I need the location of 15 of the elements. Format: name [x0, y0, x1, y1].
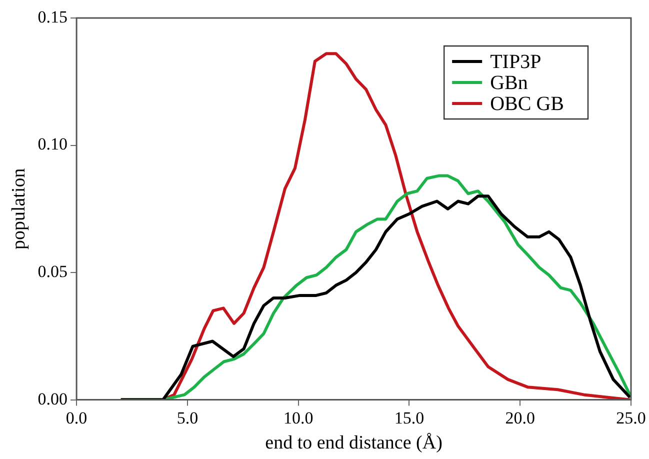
x-tick-label: 10.0: [283, 408, 314, 428]
y-tick-label: 0.15: [38, 7, 68, 26]
legend-label: GBn: [490, 72, 528, 94]
x-tick-label: 5.0: [176, 408, 198, 428]
x-tick-label: 15.0: [394, 408, 424, 428]
legend-label: TIP3P: [490, 50, 542, 73]
x-tick-label: 0.0: [66, 408, 88, 428]
y-axis-title: population: [8, 168, 30, 250]
x-tick-label: 20.0: [505, 408, 535, 428]
y-tick-label: 0.10: [38, 134, 68, 154]
y-tick-label: 0.00: [38, 389, 68, 408]
y-tick-label: 0.05: [38, 262, 68, 281]
x-tick-label: 25.0: [616, 408, 646, 428]
legend-label: OBC GB: [490, 92, 564, 115]
x-axis-title: end to end distance (Å): [265, 432, 442, 454]
